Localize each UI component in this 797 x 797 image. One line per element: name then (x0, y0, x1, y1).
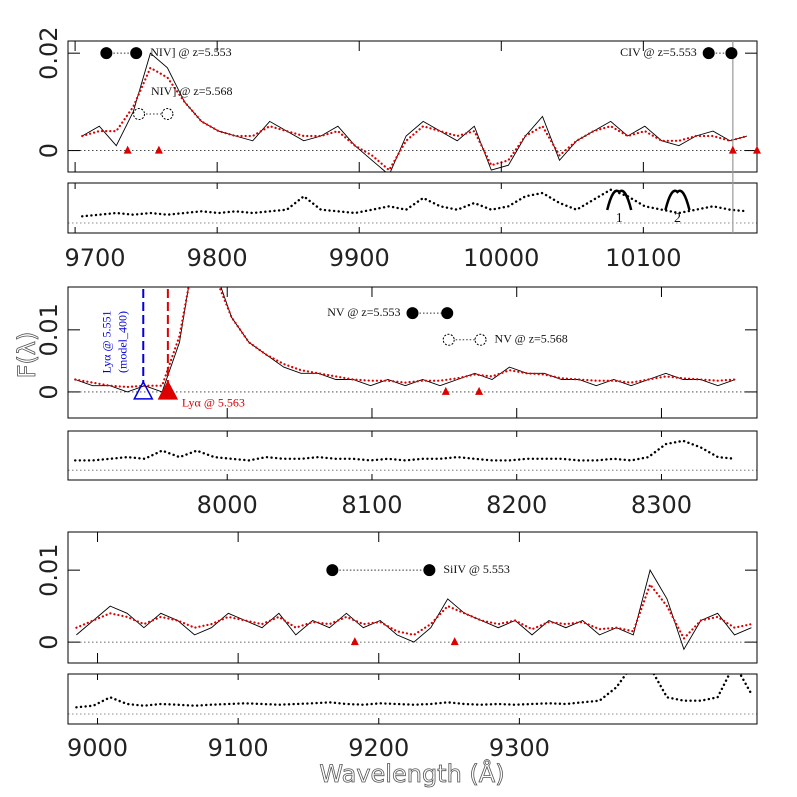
line-marker (450, 637, 459, 646)
annotation-marker (441, 307, 454, 320)
x-tick-label: 9900 (329, 244, 390, 272)
annotation-marker (100, 47, 113, 60)
annotation-marker (406, 307, 419, 320)
lya-marker (133, 380, 154, 400)
spectrum-line (74, 287, 737, 389)
lya-marker (157, 380, 179, 400)
x-tick-label: 8000 (197, 491, 258, 519)
y-tick-label: 0 (35, 143, 63, 158)
x-tick-label: 9100 (208, 734, 269, 762)
residual-line (74, 439, 737, 462)
x-axis-label: Wavelength (Å) (319, 759, 504, 788)
residual-frame (67, 430, 758, 481)
annotation-marker (130, 47, 143, 60)
spectrum-line (81, 52, 748, 172)
lya-label: Lyα @ 5.551 (99, 310, 113, 373)
annotation-marker (161, 108, 174, 121)
lya-label: (model_400) (115, 311, 129, 373)
residual-line (81, 188, 749, 218)
residual-frame (67, 673, 758, 725)
residual-line (75, 674, 753, 709)
annotation-marker (474, 333, 487, 346)
annotation-text: CIV @ z=5.553 (620, 45, 697, 59)
x-tick-label: 9800 (187, 244, 248, 272)
annotation-text: NV @ z=5.568 (495, 332, 568, 346)
annotation-text: NIV] @ z=5.553 (150, 45, 231, 59)
line-marker (441, 386, 450, 395)
plot-frame (67, 531, 758, 664)
line-marker (123, 145, 132, 154)
spectrum-line (75, 582, 753, 641)
y-tick-label: 0.01 (35, 543, 63, 596)
x-tick-label: 8100 (341, 491, 402, 519)
annotation-text: NV @ z=5.553 (327, 305, 400, 319)
annotation-marker (725, 47, 738, 60)
x-tick-label: 9200 (348, 734, 409, 762)
line-marker (728, 145, 737, 154)
spectrum-line (76, 568, 752, 651)
line-marker (475, 386, 484, 395)
annotation-marker (133, 108, 146, 121)
y-tick-label: 0.01 (35, 303, 63, 356)
y-tick-label: 0 (35, 634, 63, 649)
annotation-text: NIV] @ z=5.568 (151, 84, 232, 98)
annotation-marker (442, 333, 455, 346)
feature-arc (664, 189, 691, 211)
feature-label: 2 (674, 211, 681, 226)
x-tick-label: 10000 (463, 244, 539, 272)
annotation-text: SiIV @ 5.553 (443, 562, 510, 576)
plot-frame (67, 286, 758, 419)
x-tick-label: 9000 (67, 734, 128, 762)
feature-arc (605, 189, 633, 211)
x-tick-label: 8200 (486, 491, 547, 519)
annotation-marker (423, 564, 436, 577)
residual-frame (67, 182, 758, 234)
y-axis-label: F(λ) (13, 332, 41, 379)
x-tick-label: 9300 (489, 734, 550, 762)
plot-frame (67, 40, 758, 173)
line-marker (154, 145, 163, 154)
x-tick-label: 10100 (605, 244, 681, 272)
y-tick-label: 0.02 (35, 26, 63, 79)
y-tick-label: 0 (35, 384, 63, 399)
line-marker (753, 145, 761, 154)
annotation-marker (702, 47, 715, 60)
feature-label: 1 (616, 211, 623, 226)
line-marker (350, 637, 359, 646)
lya-label: Lyα @ 5.563 (182, 396, 245, 410)
x-tick-label: 9700 (64, 244, 125, 272)
spectrum-line (75, 287, 736, 393)
annotation-marker (326, 564, 339, 577)
x-tick-label: 8300 (631, 491, 692, 519)
